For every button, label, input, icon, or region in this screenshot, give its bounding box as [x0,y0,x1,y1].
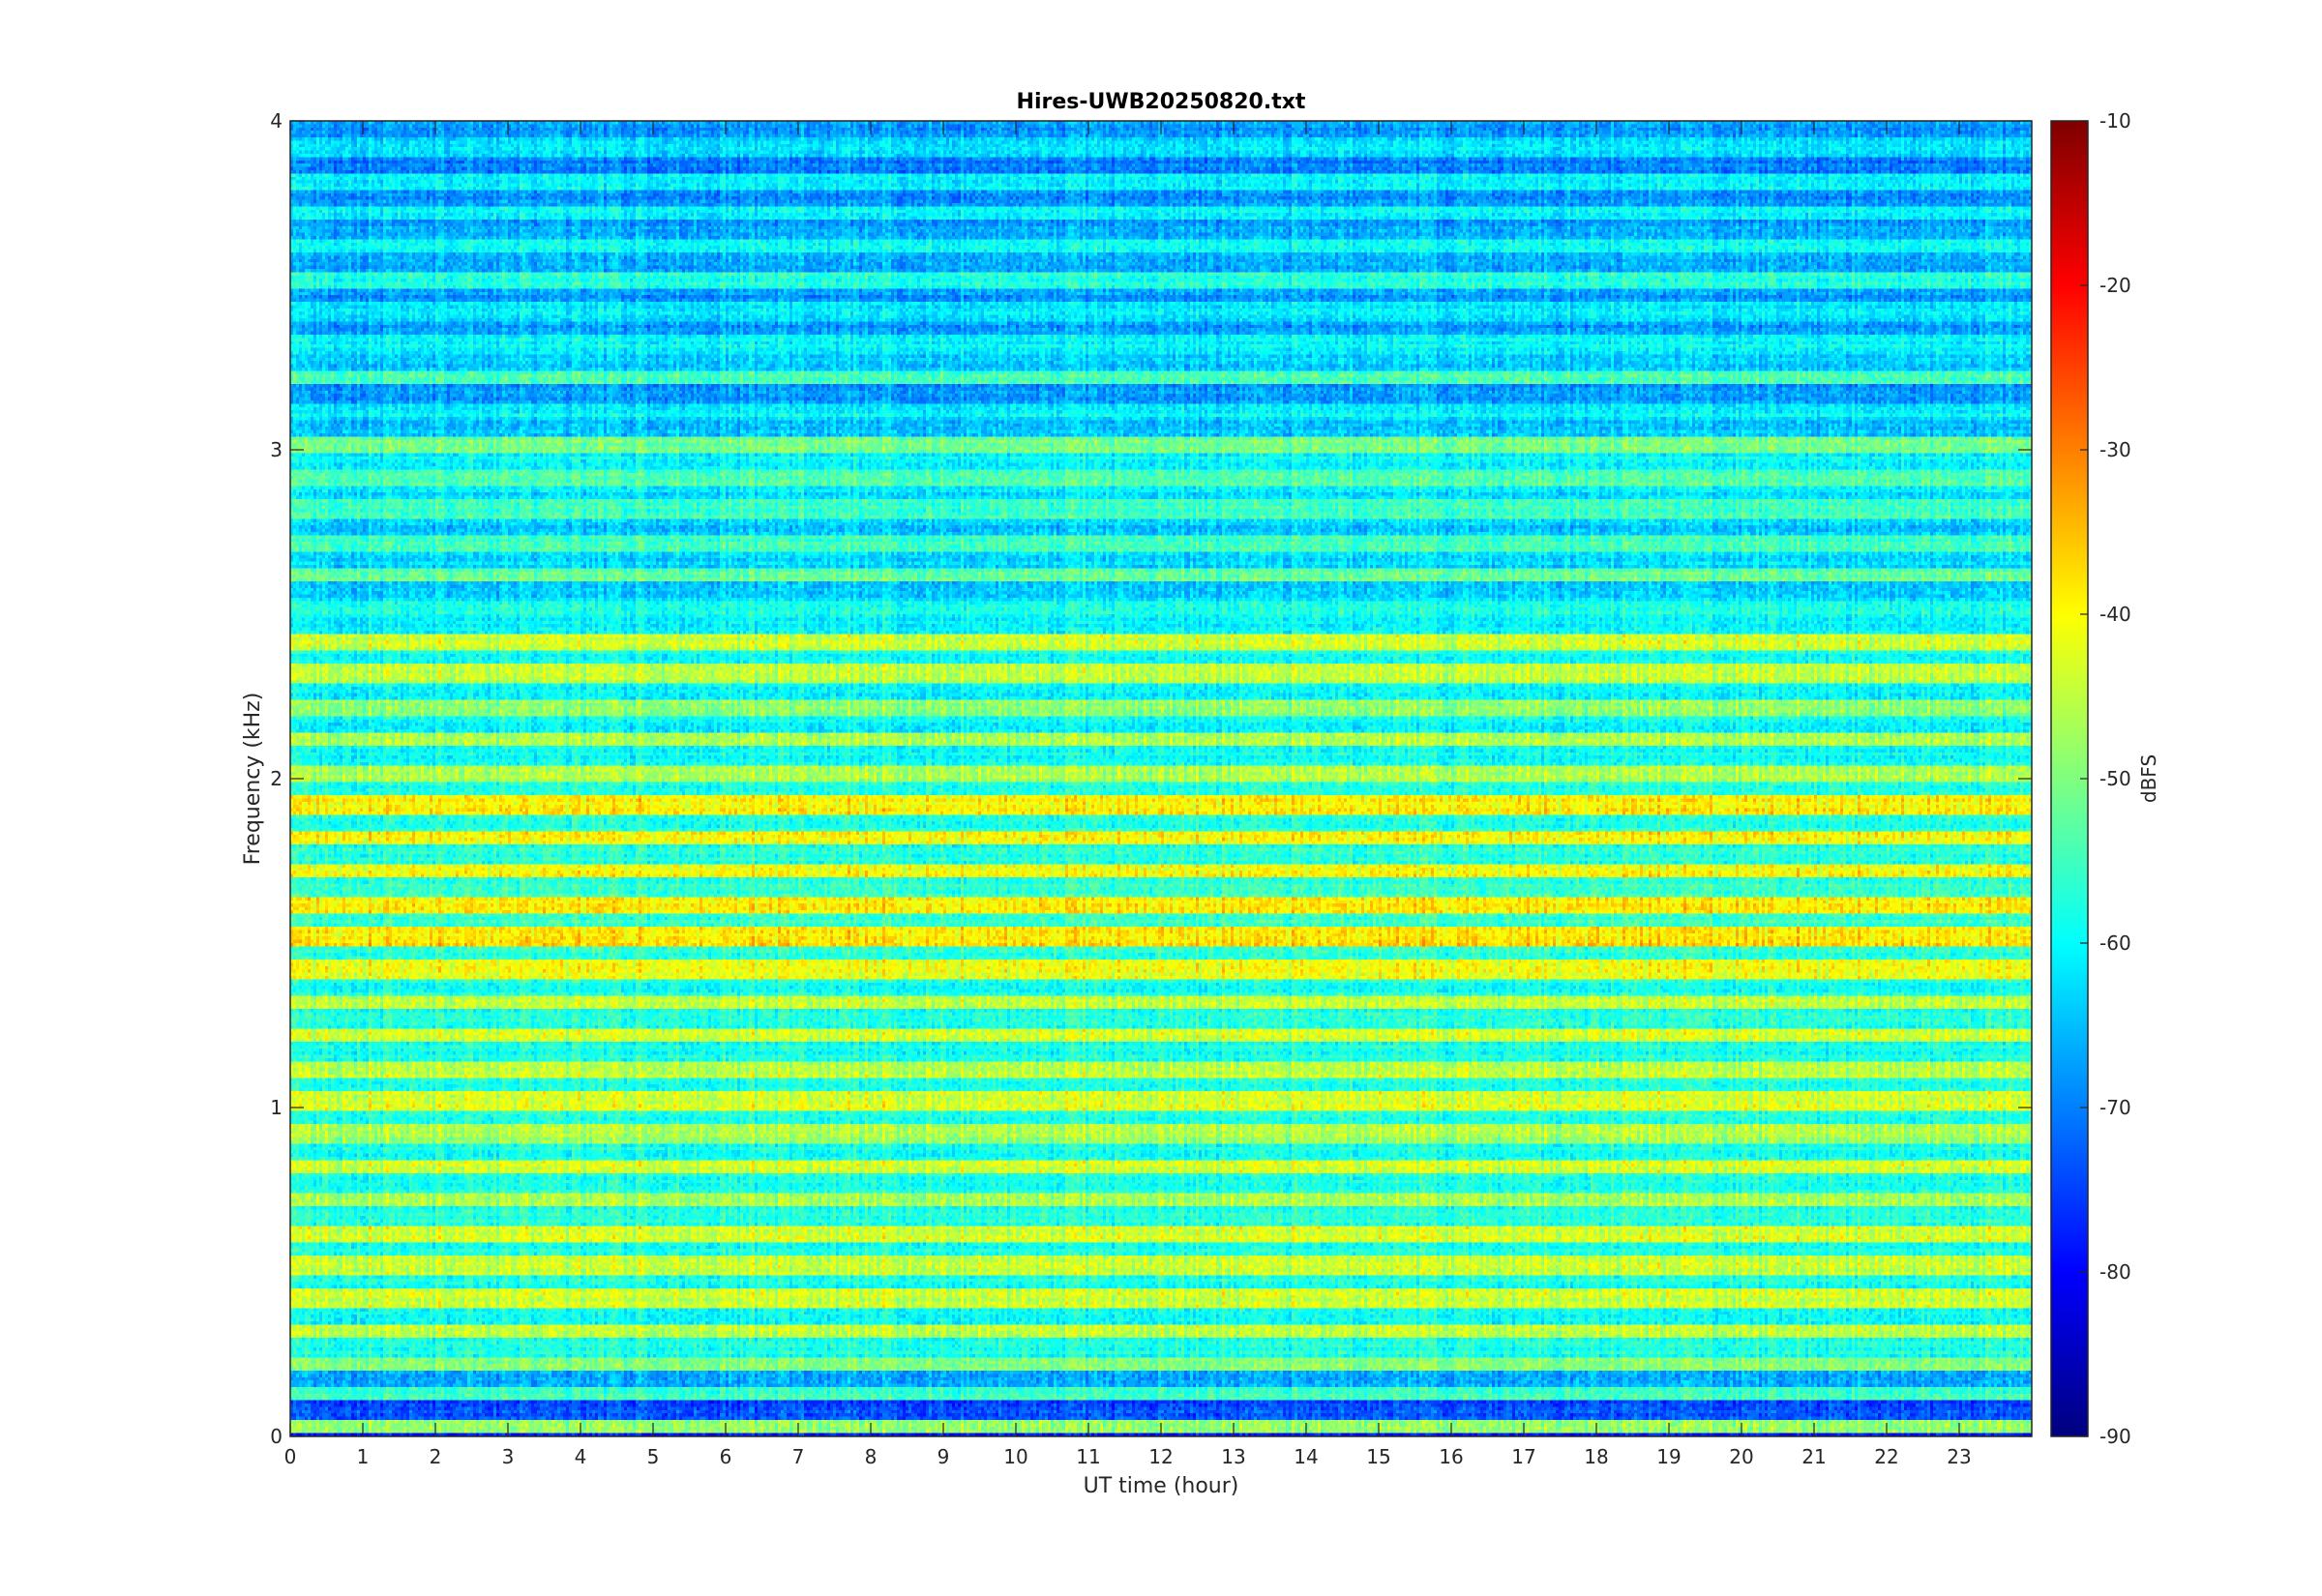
y-tick-label: 1 [270,1096,283,1119]
chart-title: Hires-UWB20250820.txt [1017,90,1306,114]
colorbar-tick-label: -40 [2099,603,2131,626]
x-tick-label: 14 [1294,1445,1318,1468]
colorbar-tick-label: -60 [2099,931,2131,955]
colorbar-ticks: -10 -20 -30 -40 -50 -60 -70 -80 -90 [2080,109,2131,1448]
colorbar-tick-label: -80 [2099,1260,2131,1284]
x-tick-label: 7 [792,1445,805,1468]
x-tick-label: 22 [1874,1445,1898,1468]
x-tick-label: 23 [1947,1445,1971,1468]
spectrogram-heatmap [290,121,2032,1436]
x-tick-label: 13 [1221,1445,1245,1468]
x-tick-label: 17 [1511,1445,1535,1468]
x-tick-label: 15 [1366,1445,1390,1468]
y-axis-ticks: 0 1 2 3 4 [270,109,2032,1448]
x-tick-label: 18 [1584,1445,1608,1468]
x-tick-label: 9 [938,1445,950,1468]
x-tick-label: 0 [284,1445,297,1468]
y-tick-label: 0 [270,1425,283,1448]
x-tick-label: 12 [1148,1445,1173,1468]
x-tick-label: 3 [502,1445,515,1468]
y-tick-label: 4 [270,109,283,133]
x-tick-label: 1 [357,1445,370,1468]
x-axis-ticks: 0 1 2 3 4 5 6 7 8 9 10 11 12 13 14 15 16 17 18 19 20 21 22 23 [284,121,1972,1468]
x-tick-label: 21 [1801,1445,1826,1468]
x-tick-label: 6 [720,1445,732,1468]
plot-axes-box [289,120,2033,1437]
y-tick-label: 3 [270,438,283,461]
x-tick-label: 4 [575,1445,587,1468]
colorbar-tick-label: -10 [2099,109,2131,133]
x-tick-label: 19 [1656,1445,1681,1468]
colorbar-tick-label: -20 [2099,274,2131,297]
y-tick-label: 2 [270,767,283,790]
colorbar-tick-label: -50 [2099,767,2131,790]
x-tick-label: 10 [1003,1445,1027,1468]
colorbar-label: dBFS [2137,754,2160,803]
x-tick-label: 8 [865,1445,878,1468]
colorbar-tick-label: -70 [2099,1096,2131,1119]
colorbar-tick-label: -90 [2099,1425,2131,1448]
x-tick-label: 16 [1439,1445,1463,1468]
x-tick-label: 2 [430,1445,442,1468]
x-tick-label: 11 [1076,1445,1100,1468]
colorbar-tick-label: -30 [2099,438,2131,461]
x-tick-label: 5 [647,1445,660,1468]
x-tick-label: 20 [1729,1445,1753,1468]
x-axis-label: UT time (hour) [1084,1474,1239,1498]
y-axis-label: Frequency (kHz) [241,693,265,866]
